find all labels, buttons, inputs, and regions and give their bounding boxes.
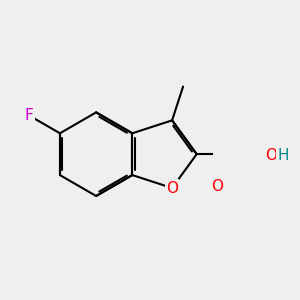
Text: H: H	[277, 148, 289, 164]
Text: O: O	[265, 148, 277, 164]
Text: O: O	[212, 179, 224, 194]
Text: F: F	[25, 108, 34, 123]
Text: O: O	[166, 181, 178, 196]
